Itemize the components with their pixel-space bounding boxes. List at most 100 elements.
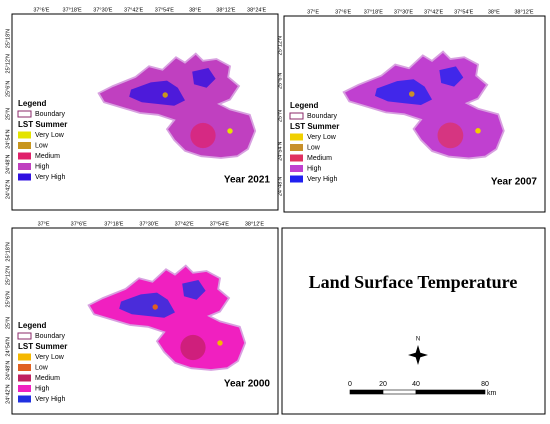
latitude-label: 25°N [277,110,283,122]
latitude-label: 24°48'N [277,177,283,196]
land-low [152,304,158,310]
title-frame [281,227,546,415]
map-title: Land Surface Temperature [309,272,518,292]
longitude-label: 38°12'E [216,7,235,13]
legend-swatch [290,144,303,151]
scale-label: 0 [348,381,352,388]
legend-subtitle: LST Summer [290,122,339,131]
legend-label: Very High [35,396,65,403]
legend-boundary: Boundary [307,113,337,120]
legend-boundary-swatch [289,112,304,120]
longitude-label: 37°42'E [124,7,143,13]
legend-swatch [290,133,303,141]
scale-segment [349,389,384,395]
legend-label: Very Low [307,134,337,141]
year-label: Year 2021 [224,175,271,186]
scale-label: 20 [379,381,387,388]
legend-title: Legend [290,101,319,110]
latitude-label: 25°12'N [277,36,283,55]
latitude-label: 25°18'N [5,242,11,261]
legend-label: Medium [35,375,60,382]
legend-swatch [18,142,31,149]
latitude-label: 24°54'N [277,141,283,160]
legend-swatch [290,175,303,183]
year-label: Year 2007 [491,177,538,188]
panel-frame [283,15,546,213]
legend-label: Very Low [35,132,65,139]
panel-frame [11,227,279,415]
longitude-label: 37°E [307,9,319,15]
longitude-label: 37°54'E [210,221,229,227]
longitude-label: 38°12'E [245,221,264,227]
latitude-label: 24°48'N [5,155,11,174]
land-low [409,91,415,97]
legend-subtitle: LST Summer [18,120,67,129]
legend-swatch [18,173,31,181]
latitude-label: 24°54'N [5,129,11,148]
scale-segment [382,389,417,395]
longitude-label: 37°6'E [335,9,351,15]
legend-subtitle: LST Summer [18,342,67,351]
legend-boundary-swatch [17,110,32,118]
legend-title: Legend [18,99,47,108]
longitude-label: 37°6'E [71,221,87,227]
longitude-label: 37°6'E [33,7,49,13]
legend-swatch [18,364,31,371]
legend-swatch [18,395,31,403]
scale-segment [415,389,486,395]
longitude-label: 37°42'E [424,9,443,15]
longitude-label: 37°30'E [93,7,112,13]
lst-map [97,52,257,159]
longitude-label: 37°30'E [394,9,413,15]
legend-boundary: Boundary [35,111,65,118]
legend-label: Low [35,364,49,371]
latitude-label: 25°N [5,108,11,120]
legend-swatch [18,131,31,139]
scale-label: 80 [481,381,489,388]
land-very-low [217,340,223,346]
land-very-low [475,128,481,134]
legend-label: Medium [35,153,60,160]
lst-map [342,50,505,160]
legend-swatch [18,152,31,160]
legend-boundary-swatch [17,332,32,340]
latitude-label: 24°54'N [5,337,11,356]
latitude-label: 24°42'N [5,180,11,199]
latitude-label: 25°6'N [277,73,283,89]
north-arrow [408,345,428,365]
latitude-label: 25°12'N [5,54,11,73]
latitude-label: 24°42'N [5,384,11,403]
longitude-label: 37°18'E [63,7,82,13]
year-label: Year 2000 [224,379,271,390]
legend-swatch [18,163,31,170]
legend-swatch [18,353,31,361]
latitude-label: 24°48'N [5,361,11,380]
legend-label: Very Low [35,354,65,361]
legend-label: Very High [35,174,65,181]
panel-frame [11,13,279,211]
scale-unit: km [487,390,497,397]
legend-label: High [307,165,322,172]
legend-label: High [35,385,50,392]
longitude-label: 38°E [488,9,500,15]
legend-swatch [290,165,303,172]
legend-label: Medium [307,155,332,162]
latitude-label: 25°6'N [5,291,11,307]
land-medium [437,122,464,149]
latitude-label: 25°12'N [5,266,11,285]
latitude-label: 25°6'N [5,81,11,97]
longitude-label: 37°E [38,221,50,227]
legend-label: Low [307,144,321,151]
longitude-label: 37°30'E [139,221,158,227]
legend-label: High [35,163,50,170]
longitude-label: 38°24'E [247,7,266,13]
land-low [162,92,168,98]
longitude-label: 38°E [189,7,201,13]
legend-swatch [18,385,31,392]
latitude-label: 25°18'N [5,29,11,48]
legend-swatch [290,154,303,162]
legend-label: Low [35,142,49,149]
latitude-label: 25°N [5,317,11,329]
legend-swatch [18,374,31,382]
